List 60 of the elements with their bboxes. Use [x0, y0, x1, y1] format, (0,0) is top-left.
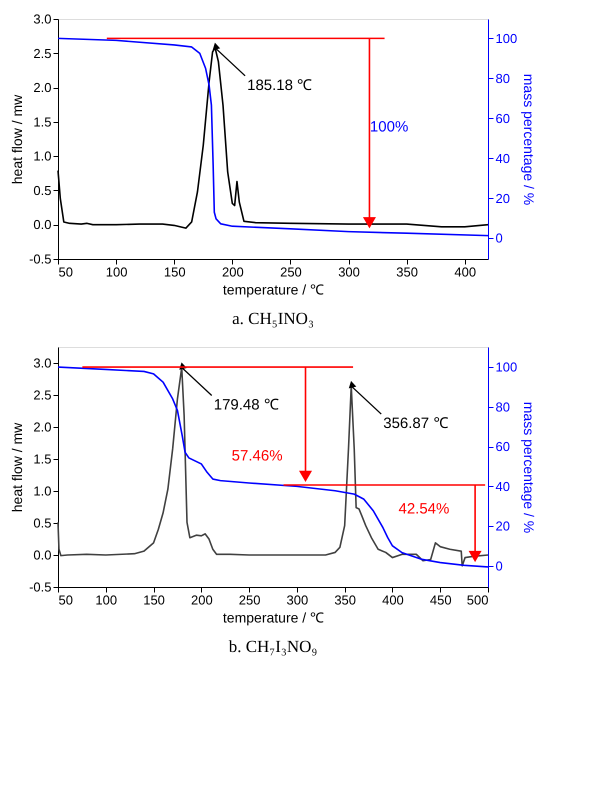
y-tick-label: 1.0 — [33, 148, 52, 164]
y-tick-label: 1.5 — [33, 452, 52, 466]
x-tick-label: 400 — [382, 592, 404, 608]
y-tick-label: 1.0 — [33, 484, 52, 498]
x-tick-label: 100 — [106, 264, 128, 280]
x-tick-label: 350 — [396, 264, 418, 280]
text: a. CH₅INO₃ — [232, 309, 314, 328]
x-axis-title: temperature / ℃ — [222, 610, 324, 626]
y-axis-title: heat flow / mw — [9, 94, 26, 184]
x-tick-label: 350 — [334, 592, 356, 608]
x-tick-label: 400 — [454, 264, 476, 280]
y2-tick-label: 40 — [496, 150, 510, 166]
y-tick-label: 0.5 — [33, 182, 52, 198]
y2-tick-label: 80 — [496, 70, 510, 86]
y2-axis-title: mass percentage / % — [521, 402, 538, 534]
annotation: 57.46% — [232, 448, 283, 465]
x-tick-label: 50 — [58, 592, 73, 608]
y2-tick-label: 40 — [496, 478, 510, 494]
x-tick-label: 50 — [58, 264, 73, 280]
annotation: 356.87 ℃ — [383, 415, 448, 432]
y2-tick-label: 80 — [496, 399, 510, 414]
x-tick-label: 100 — [95, 592, 118, 608]
annotation: 42.54% — [398, 500, 450, 518]
annotation: 100% — [370, 118, 408, 136]
y-tick-label: 3.0 — [33, 12, 52, 26]
y-tick-label: -0.5 — [29, 580, 52, 594]
x-tick-label: 150 — [143, 592, 165, 608]
y2-tick-label: 0 — [496, 558, 503, 574]
y-tick-label: -0.5 — [29, 252, 52, 266]
y-axis-title: heat flow / mw — [9, 422, 26, 512]
text: b. CH₇I₃NO₉ — [228, 637, 318, 656]
y-tick-label: 0.0 — [33, 217, 52, 232]
y-tick-label: 0.5 — [33, 516, 52, 530]
y-tick-label: 3.0 — [33, 356, 52, 370]
annotation: 179.48 ℃ — [214, 396, 279, 414]
y-tick-label: 2.0 — [33, 420, 52, 434]
y2-tick-label: 20 — [496, 518, 510, 534]
y-tick-label: 0.0 — [33, 548, 52, 562]
y2-tick-label: 100 — [496, 30, 518, 46]
y2-tick-label: 20 — [496, 190, 510, 206]
y2-tick-label: 60 — [496, 439, 510, 454]
y-tick-label: 2.5 — [33, 46, 52, 61]
x-tick-label: 250 — [238, 592, 260, 608]
x-axis-title: temperature / ℃ — [222, 282, 324, 298]
x-tick-label: 200 — [190, 592, 213, 608]
x-tick-label: 150 — [164, 264, 186, 280]
y2-axis-title: mass percentage / % — [521, 74, 538, 206]
x-tick-label: 300 — [338, 264, 360, 280]
y2-tick-label: 60 — [496, 110, 510, 126]
y2-tick-label: 0 — [496, 230, 503, 246]
y-tick-label: 1.5 — [33, 114, 52, 130]
y2-tick-label: 100 — [496, 360, 518, 375]
y-tick-label: 2.5 — [33, 388, 52, 402]
y-tick-label: 2.0 — [33, 80, 52, 96]
x-tick-label: 300 — [286, 592, 308, 608]
x-tick-label: 250 — [280, 264, 302, 280]
x-tick-label: 450 — [430, 592, 452, 608]
annotation: 185.18 ℃ — [247, 76, 312, 94]
x-tick-label: 500 — [466, 592, 488, 608]
x-tick-label: 200 — [222, 264, 244, 280]
